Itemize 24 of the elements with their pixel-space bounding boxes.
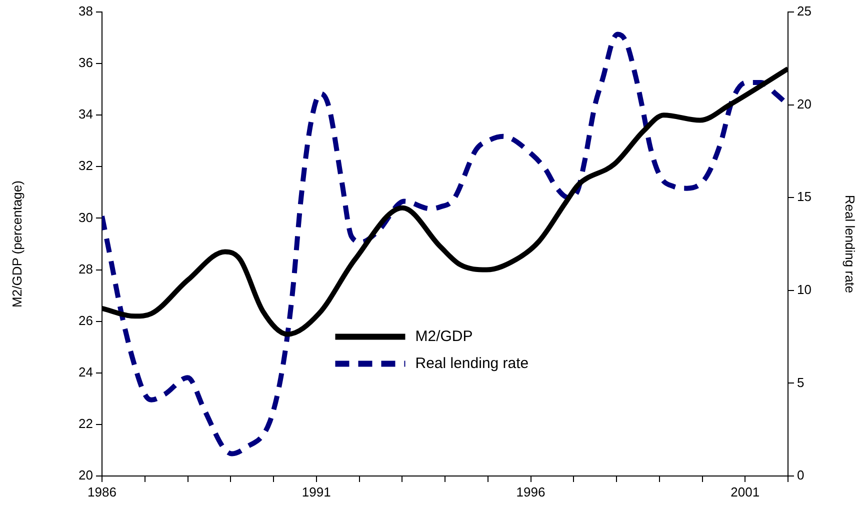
y2-tick-label: 15 (797, 189, 812, 204)
y-tick-label: 24 (78, 364, 93, 380)
y2-tick-label: 0 (797, 468, 804, 483)
x-tick-label: 1991 (302, 484, 331, 500)
y2-tick-label: 10 (797, 282, 812, 297)
y-axis-title: M2/GDP (percentage) (9, 180, 24, 308)
y2-tick-label: 5 (797, 374, 804, 390)
y-tick-label: 28 (78, 261, 93, 276)
y-tick-label: 32 (78, 158, 93, 174)
y-tick-label: 36 (78, 55, 93, 70)
y-tick-label: 30 (78, 210, 93, 225)
x-tick-label: 1986 (88, 484, 116, 500)
y2-axis-title: Real lending rate (842, 194, 858, 294)
y2-tick-label: 20 (797, 96, 812, 112)
y-tick-label: 38 (78, 4, 93, 19)
x-tick-label: 2001 (730, 484, 760, 500)
y-tick-label: 34 (78, 106, 93, 122)
y-tick-label: 22 (78, 416, 93, 432)
legend-label: Real lending rate (415, 354, 529, 372)
y2-tick-label: 25 (797, 4, 812, 19)
legend-label: M2/GDP (415, 328, 473, 345)
y-tick-label: 26 (78, 312, 93, 328)
y-tick-label: 20 (78, 468, 93, 483)
x-tick-label: 1996 (516, 484, 546, 500)
